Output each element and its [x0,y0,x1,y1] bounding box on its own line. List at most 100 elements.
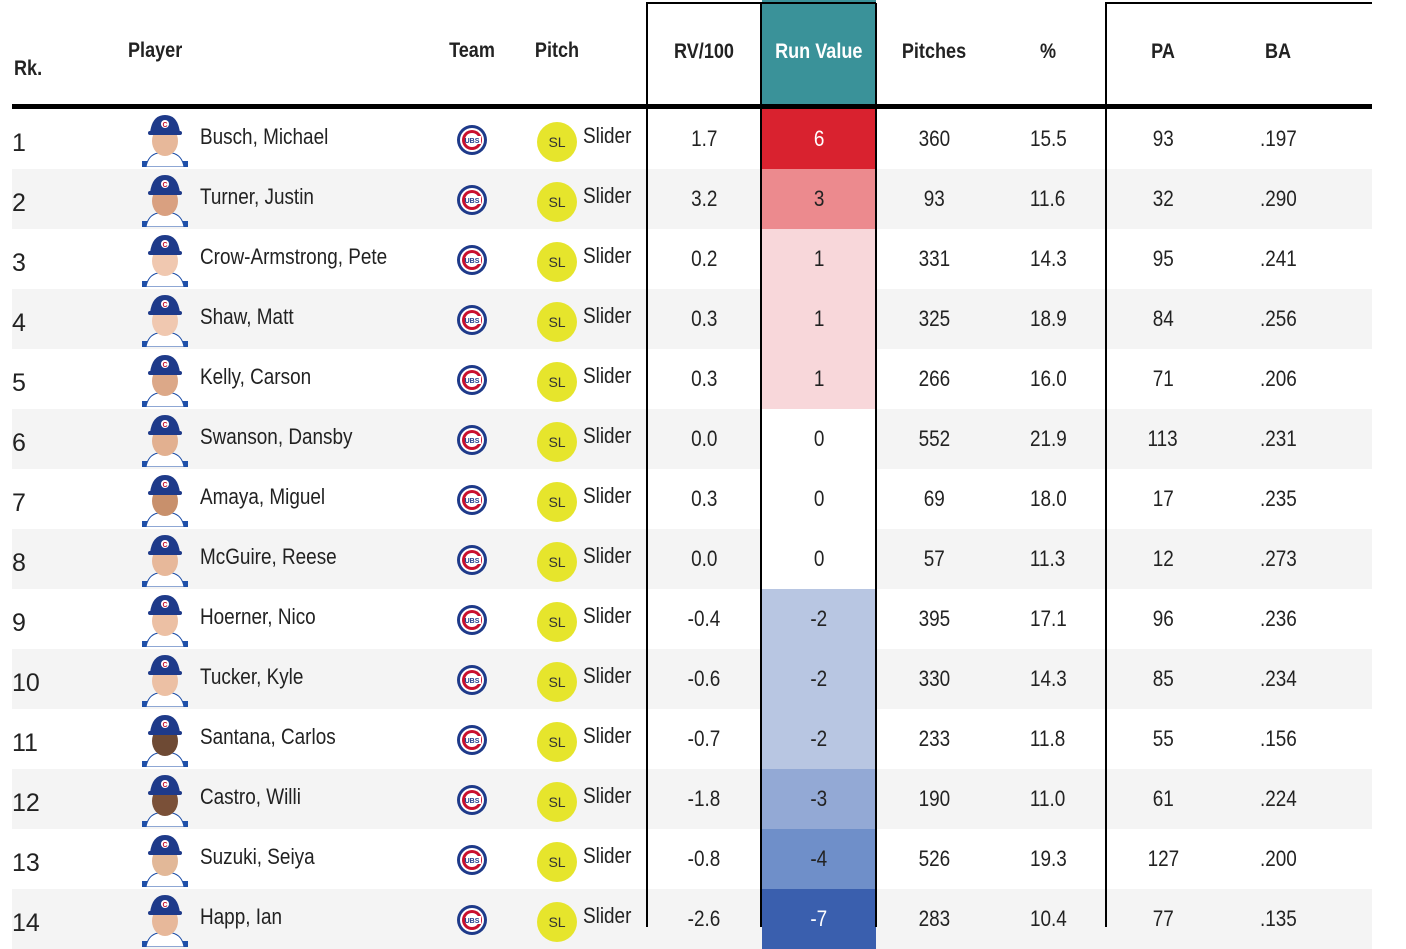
rank-cell: 10 [12,668,40,697]
ba-cell: .200 [1259,846,1297,871]
player-headshot-icon[interactable]: C [142,231,188,287]
pitch-name: Slider [583,843,632,868]
header-rv100[interactable]: RV/100 [674,40,734,63]
player-name[interactable]: Busch, Michael [200,124,329,149]
ba-cell: .231 [1259,426,1297,451]
pa-cell: 61 [1152,786,1174,811]
pa-cell: 55 [1152,726,1174,751]
player-headshot-icon[interactable]: C [142,531,188,587]
rank-cell: 1 [12,128,26,157]
pitch-cell: SL Slider [537,589,639,649]
rv100-cell: 0.0 [690,426,718,451]
table-row[interactable]: 7 C Amaya, Miguel UBS SL Slider 0.3 0 69 18.0 17 .2… [12,469,1372,529]
player-headshot-icon[interactable]: C [142,471,188,527]
pitches-cell: 233 [918,726,950,751]
pa-cell: 71 [1152,366,1174,391]
pa-cell: 113 [1147,426,1179,451]
player-headshot-icon[interactable]: C [142,891,188,947]
header-rank[interactable]: Rk. [14,57,43,80]
player-headshot-icon[interactable]: C [142,291,188,347]
player-name[interactable]: Swanson, Dansby [200,424,353,449]
ba-cell: .224 [1259,786,1297,811]
rank-cell: 2 [12,188,26,217]
svg-text:UBS: UBS [465,738,480,745]
player-name[interactable]: Tucker, Kyle [200,664,304,689]
player-name[interactable]: Kelly, Carson [200,364,312,389]
player-headshot-icon[interactable]: C [142,771,188,827]
player-name[interactable]: Hoerner, Nico [200,604,316,629]
pitches-cell: 69 [923,486,945,511]
player-name[interactable]: Happ, Ian [200,904,283,929]
rv100-cell: -2.6 [687,906,721,931]
player-name[interactable]: Shaw, Matt [200,304,294,329]
header-pitches[interactable]: Pitches [901,40,967,63]
cubs-logo-icon: UBS [457,785,487,815]
column-divider-1 [646,3,648,927]
rank-cell: 3 [12,248,26,277]
table-row[interactable]: 5 C Kelly, Carson UBS SL Slider 0.3 1 266 16.0 71.… [12,349,1372,409]
svg-text:UBS: UBS [465,138,480,145]
player-name[interactable]: Castro, Willi [200,784,301,809]
table-row[interactable]: 3 C Crow-Armstrong, Pete UBS SL Slider 0.2 1 331… [12,229,1372,289]
run-value-cell: -3 [762,769,876,829]
header-pa[interactable]: PA [1151,40,1175,63]
rv100-cell: 0.3 [690,306,718,331]
rv100-cell: -0.8 [687,846,721,871]
pitch-cell: SL Slider [537,529,639,589]
header-run-value[interactable]: Run Value [762,0,876,104]
table-row[interactable]: 6 C Swanson, Dansby UBS SL Slider 0.0 0 552 21.9 1… [12,409,1372,469]
table-row[interactable]: 13 C Suzuki, Seiya UBS SL Slider -0.8 -4 526 19.3… [12,829,1372,889]
player-name[interactable]: Suzuki, Seiya [200,844,315,869]
rv100-cell: 3.2 [690,186,718,211]
pitch-type-badge: SL [537,782,577,822]
pitch-name: Slider [583,243,632,268]
table-row[interactable]: 1 C Busch, Michael UBS SL Slider 1.7 6 360 15.5 93… [12,109,1372,169]
player-headshot-icon[interactable]: C [142,591,188,647]
table-row[interactable]: 14 C Happ, Ian UBS SL Slider -2.6 -7 283 10.4 77 .1… [12,889,1372,949]
percent-cell: 14.3 [1029,666,1067,691]
table-row[interactable]: 11 C Santana, Carlos UBS SL Slider -0.7 -2 233 11… [12,709,1372,769]
player-headshot-icon[interactable]: C [142,711,188,767]
header-player[interactable]: Player [128,39,183,62]
table-row[interactable]: 9 C Hoerner, Nico UBS SL Slider -0.4 -2 395 17.1 9… [12,589,1372,649]
rv100-cell: -1.8 [687,786,721,811]
player-headshot-icon[interactable]: C [142,171,188,227]
header-pitch[interactable]: Pitch [534,39,580,62]
rv100-cell: 0.3 [690,366,718,391]
player-name[interactable]: Santana, Carlos [200,724,336,749]
table-row[interactable]: 12 C Castro, Willi UBS SL Slider -1.8 -3 190 11.0… [12,769,1372,829]
svg-text:C: C [162,722,167,729]
pitch-type-badge: SL [537,542,577,582]
svg-text:UBS: UBS [465,198,480,205]
table-row[interactable]: 8 C McGuire, Reese UBS SL Slider 0.0 0 57 11.3 12.… [12,529,1372,589]
rank-cell: 11 [12,728,38,757]
table-row[interactable]: 4 C Shaw, Matt UBS SL Slider 0.3 1 325 18.9 84 .256 [12,289,1372,349]
pitch-name: Slider [583,603,632,628]
header-ba[interactable]: BA [1264,40,1292,63]
player-name[interactable]: Amaya, Miguel [200,484,326,509]
player-name[interactable]: Crow-Armstrong, Pete [200,244,388,269]
cubs-logo-icon: UBS [457,125,487,155]
player-headshot-icon[interactable]: C [142,411,188,467]
rv100-cell: 1.7 [690,126,718,151]
player-headshot-icon[interactable]: C [142,831,188,887]
run-value-cell: -2 [762,709,876,769]
table-row[interactable]: 10 C Tucker, Kyle UBS SL Slider -0.6 -2 330 14.3 8… [12,649,1372,709]
pitch-type-badge: SL [537,722,577,762]
pitch-type-badge: SL [537,482,577,522]
run-value-cell: -4 [762,829,876,889]
player-headshot-icon[interactable]: C [142,651,188,707]
player-headshot-icon[interactable]: C [142,111,188,167]
player-name[interactable]: Turner, Justin [200,184,314,209]
pitch-name: Slider [583,183,632,208]
header-percent[interactable]: % [1039,40,1057,63]
svg-text:C: C [162,122,167,129]
player-headshot-icon[interactable]: C [142,351,188,407]
pitches-cell: 190 [918,786,950,811]
pitches-cell: 330 [918,666,950,691]
cubs-logo-icon: UBS [457,185,487,215]
player-name[interactable]: McGuire, Reese [200,544,337,569]
ba-cell: .197 [1259,126,1297,151]
table-row[interactable]: 2 C Turner, Justin UBS SL Slider 3.2 3 93 11.6 32.… [12,169,1372,229]
header-team[interactable]: Team [449,39,495,62]
